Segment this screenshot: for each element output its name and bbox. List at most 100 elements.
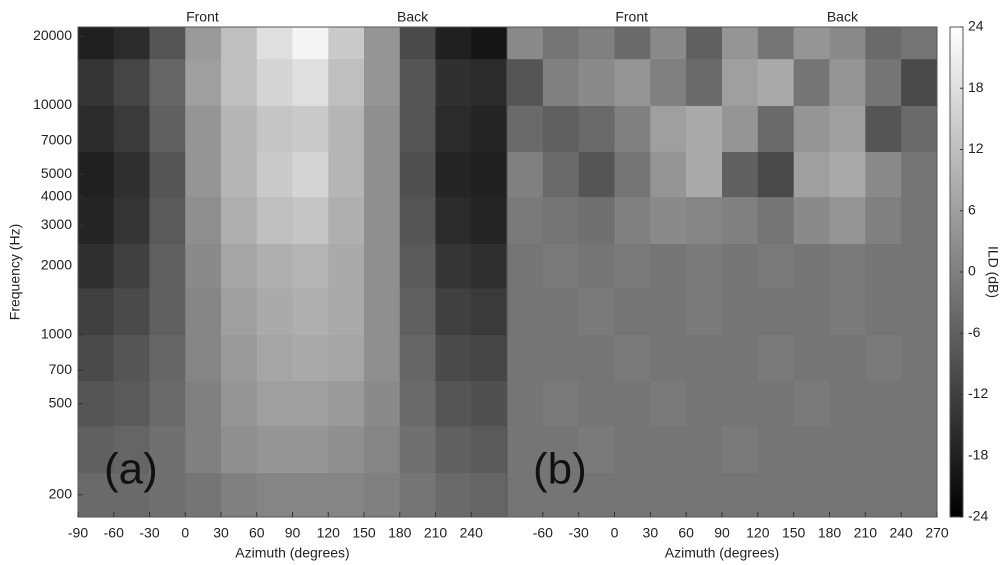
colorbar-tick-label: 18 <box>968 79 984 95</box>
heatmap-cell <box>793 58 830 106</box>
heatmap-cell <box>507 380 544 427</box>
heatmap-cell <box>542 472 580 518</box>
heatmap-cell <box>793 196 830 244</box>
heatmap-cell <box>256 287 293 336</box>
heatmap-cell <box>686 287 723 336</box>
x-tick-label: -60 <box>104 525 124 541</box>
heatmap-cell <box>328 472 365 518</box>
heatmap-cell <box>364 425 401 474</box>
heatmap-cell <box>435 58 472 106</box>
heatmap-cell <box>507 151 544 198</box>
heatmap-cell <box>185 105 222 152</box>
heatmap-cell <box>399 425 436 474</box>
heatmap-cell <box>865 287 902 336</box>
heatmap-cell <box>757 243 795 289</box>
heatmap-cell <box>650 287 687 336</box>
heatmap-cell <box>78 27 115 60</box>
x-tick-label: 120 <box>317 525 341 541</box>
heatmap-cell <box>614 472 651 518</box>
heatmap-cell <box>113 58 150 106</box>
heatmap-cell <box>578 27 615 60</box>
heatmap-cell <box>829 27 866 60</box>
heatmap-cell <box>185 472 222 518</box>
heatmap-cell <box>364 151 401 198</box>
x-tick-label: 120 <box>746 525 770 541</box>
heatmap-cell <box>149 334 186 382</box>
heatmap-cell <box>686 472 723 518</box>
heatmap-cell <box>364 243 401 289</box>
heatmap-cell <box>221 196 258 244</box>
heatmap-cell <box>364 105 401 152</box>
heatmap-cell <box>149 58 186 106</box>
heatmap-cell <box>399 334 436 382</box>
heatmap-cell <box>686 425 723 474</box>
heatmap-cell <box>328 105 365 152</box>
heatmap-cell <box>435 472 472 518</box>
heatmap-cell <box>364 380 401 427</box>
heatmap-cell <box>328 243 365 289</box>
heatmap-cell <box>221 380 258 427</box>
heatmap-cell <box>578 425 615 474</box>
heatmap-cell <box>865 27 902 60</box>
heatmap-cell <box>471 105 508 152</box>
heatmap-cell <box>185 58 222 106</box>
heatmap-cell <box>901 472 938 518</box>
heatmap-cell <box>399 472 436 518</box>
heatmap-cell <box>901 380 938 427</box>
heatmap-cell <box>829 380 866 427</box>
heatmap-cell <box>829 151 866 198</box>
heatmap-cell <box>507 105 544 152</box>
heatmap-cell <box>292 27 329 60</box>
top-label: Front <box>615 9 648 25</box>
x-axis-label: Azimuth (degrees) <box>235 545 349 561</box>
heatmap-cell <box>757 425 795 474</box>
heatmap-cell <box>578 380 615 427</box>
heatmap-cell <box>722 380 759 427</box>
y-tick-label: 2000 <box>41 256 72 272</box>
heatmap-cell <box>686 334 723 382</box>
heatmap-cell <box>78 58 115 106</box>
x-tick-label: 180 <box>818 525 842 541</box>
heatmap-cell <box>507 27 544 60</box>
heatmap-cell <box>865 151 902 198</box>
heatmap-cell <box>650 27 687 60</box>
heatmap-cell <box>399 243 436 289</box>
heatmap-cell <box>328 58 365 106</box>
heatmap-cell <box>901 58 938 106</box>
heatmap-cell <box>185 380 222 427</box>
heatmap-cell <box>650 334 687 382</box>
heatmap-cell <box>542 27 580 60</box>
heatmap-cell <box>364 334 401 382</box>
heatmap-cell <box>435 151 472 198</box>
heatmap-cell <box>901 287 938 336</box>
heatmap-cell <box>578 334 615 382</box>
heatmap-cell <box>471 425 508 474</box>
heatmap-cell <box>185 425 222 474</box>
heatmap-cell <box>149 105 186 152</box>
heatmap-cell <box>757 105 795 152</box>
x-tick-label: 150 <box>352 525 376 541</box>
heatmap-cell <box>686 151 723 198</box>
heatmap-cell <box>185 27 222 60</box>
y-tick-label: 1000 <box>41 325 72 341</box>
heatmap-cell <box>221 27 258 60</box>
heatmap-cell <box>614 105 651 152</box>
heatmap-cell <box>793 105 830 152</box>
heatmap-cell <box>78 425 115 474</box>
heatmap-cell <box>793 151 830 198</box>
heatmap-cell <box>256 243 293 289</box>
x-tick-label: -30 <box>569 525 589 541</box>
heatmap-cell <box>256 425 293 474</box>
heatmap-cell <box>113 151 150 198</box>
heatmap-cell <box>113 425 150 474</box>
heatmap-cell <box>901 334 938 382</box>
x-tick-label: 90 <box>285 525 301 541</box>
heatmap-cell <box>399 27 436 60</box>
heatmap-cell <box>328 27 365 60</box>
y-tick-label: 4000 <box>41 187 72 203</box>
heatmap-cell <box>829 105 866 152</box>
heatmap-cell <box>865 334 902 382</box>
heatmap-cell <box>757 151 795 198</box>
heatmap-cell <box>471 58 508 106</box>
heatmap-cell <box>865 196 902 244</box>
